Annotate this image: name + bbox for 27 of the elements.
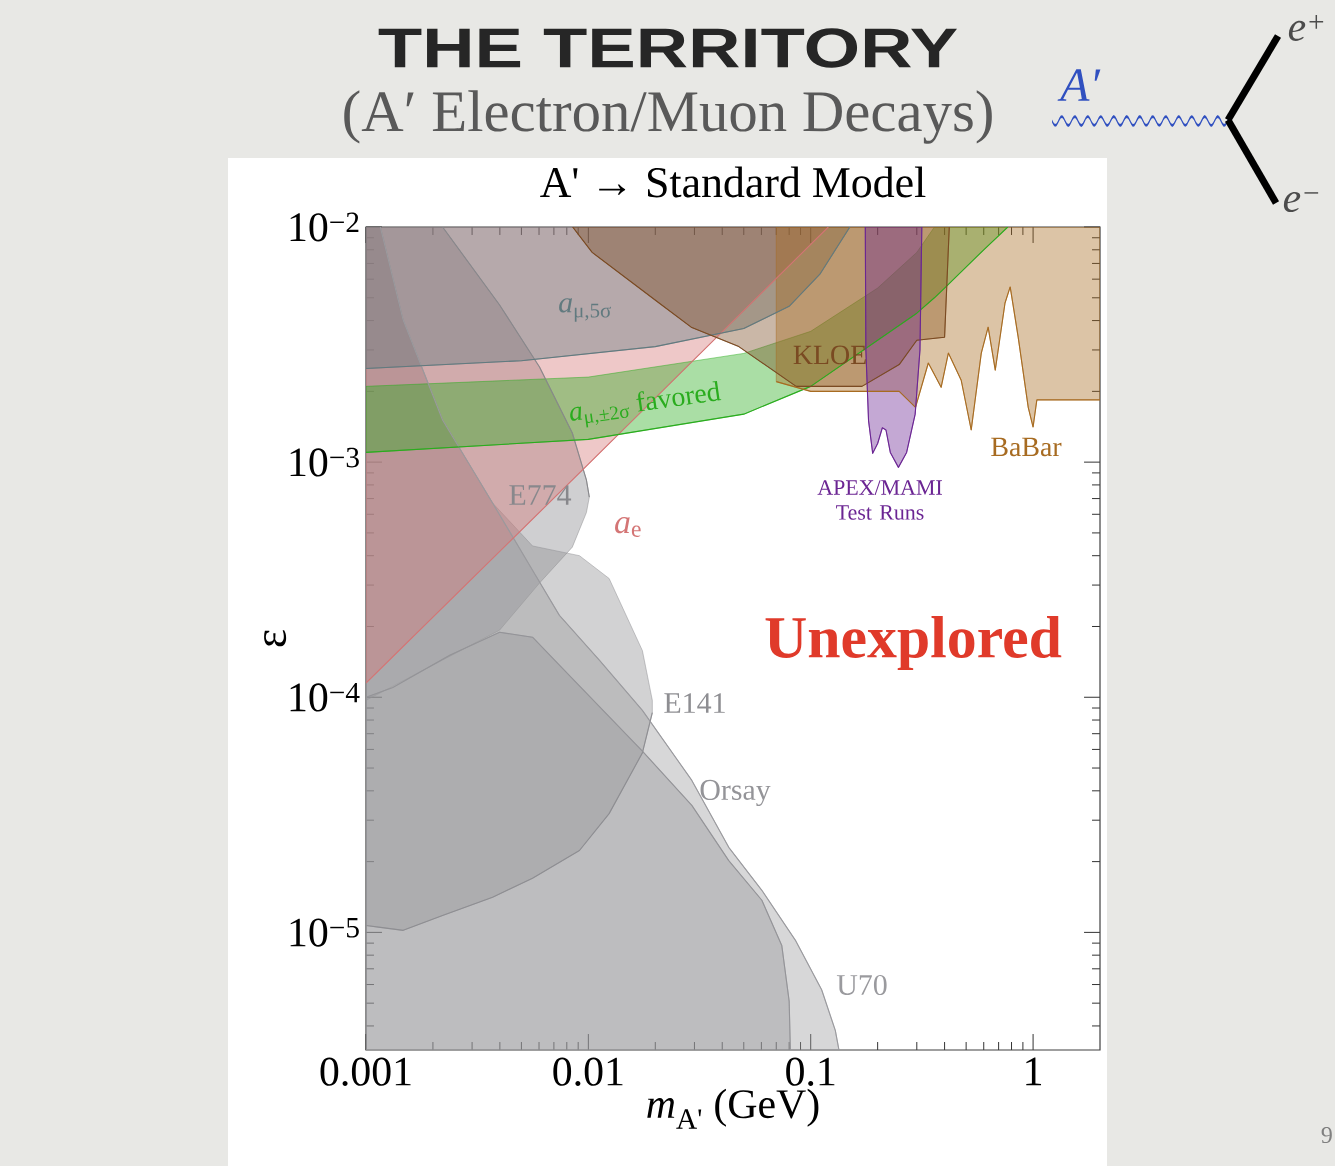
x-tick-label: 1	[1026, 1057, 1042, 1086]
y-axis-title: ε	[264, 630, 287, 647]
x-tick-label: 0.01	[553, 1057, 623, 1086]
text: A′	[1057, 69, 1101, 101]
text: e$^{−}$	[1283, 191, 1319, 213]
series-label: APEX/MAMI Test Runs	[817, 480, 942, 520]
chart-title: THE TERRITORY	[378, 28, 957, 68]
x-tick-label: 0.1	[786, 1057, 835, 1086]
series-label: Orsay	[700, 779, 771, 807]
x-axis-title: m$_{A'}$ (GeV)	[647, 1088, 819, 1129]
series-label: BaBar	[991, 437, 1062, 457]
y-tick-label: 10$^{−5}$	[290, 918, 359, 947]
series-label: U70	[836, 974, 887, 996]
text: 9	[1321, 1126, 1332, 1144]
text: e$^{+}$	[1288, 15, 1324, 41]
y-tick-label: 10$^{−2}$	[290, 212, 359, 242]
x-tick-label: 0.001	[320, 1057, 411, 1086]
text: A' → Standard Model	[540, 166, 926, 198]
text: a$_{μ,±2σ}$ favored	[570, 380, 722, 428]
chart-subtitle: (A′ Electron/Muon Decays)	[344, 90, 992, 144]
y-tick-label: 10$^{−4}$	[290, 682, 360, 712]
series-label: E141	[664, 693, 725, 713]
series-label: a$_{e}$	[615, 517, 641, 537]
y-tick-label: 10$^{−3}$	[290, 447, 359, 477]
series-label: a$_{μ,5σ}$	[559, 298, 612, 322]
series-label: E774	[509, 485, 572, 505]
annotation: Unexplored	[765, 615, 1062, 671]
